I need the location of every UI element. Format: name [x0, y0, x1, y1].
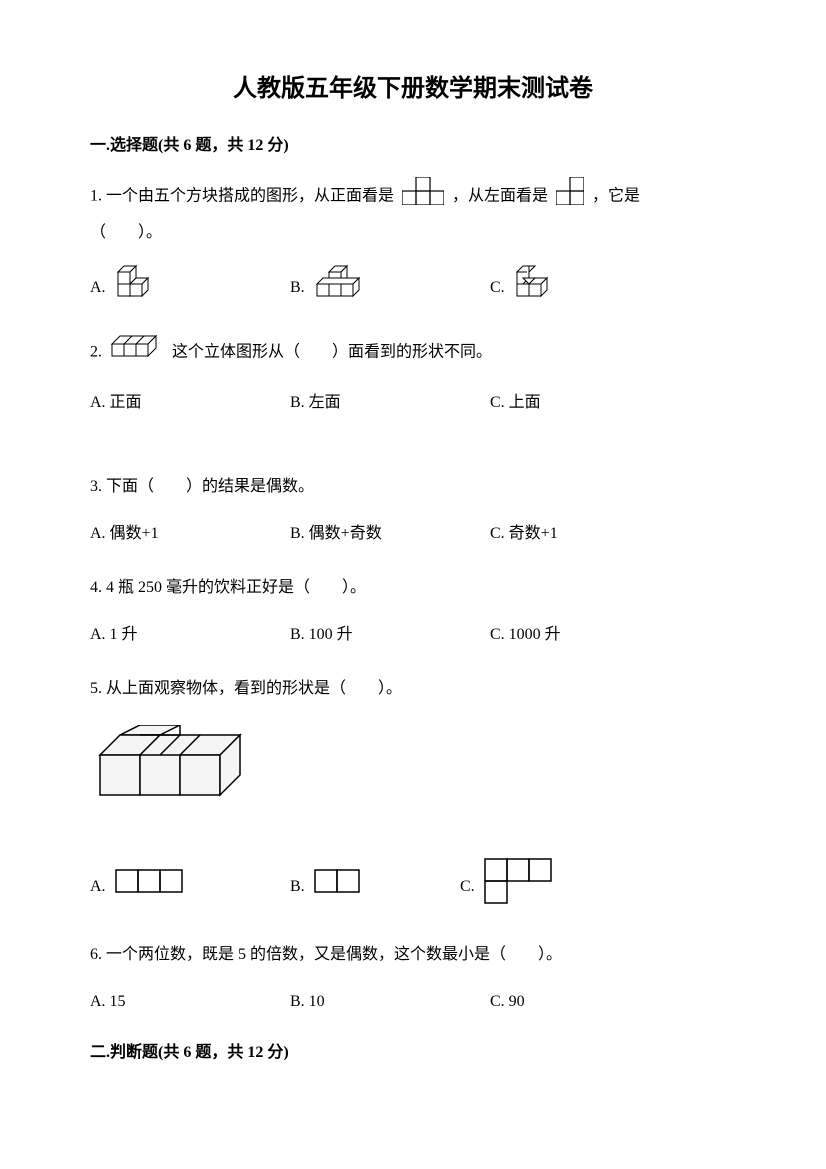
- q1-opt-c-label: C.: [490, 272, 505, 304]
- section2-header: 二.判断题(共 6 题，共 12 分): [90, 1040, 736, 1066]
- q1-opt-b-figure: [313, 264, 373, 312]
- question-5: 5. 从上面观察物体，看到的形状是（ ）。: [90, 673, 736, 917]
- q3-text: 3. 下面（ ）的结果是偶数。: [90, 471, 736, 503]
- q1-text-a: 1. 一个由五个方块搭成的图形，从正面看是: [90, 188, 394, 205]
- q4-opt-b: B. 100 升: [290, 619, 353, 651]
- q2-figure-icon: [110, 334, 164, 372]
- q3-opt-b: B. 偶数+奇数: [290, 518, 382, 550]
- question-4: 4. 4 瓶 250 毫升的饮料正好是（ ）。 A. 1 升 B. 100 升 …: [90, 572, 736, 651]
- q5-main-figure: [90, 725, 736, 827]
- question-2: 2. 这个立体图形从（ ）面看到的形状不同。 A. 正面 B. 左面 C. 上面: [90, 334, 736, 419]
- q5-opt-c-label: C.: [460, 871, 475, 903]
- q3-opt-c: C. 奇数+1: [490, 518, 558, 550]
- q2-text-b: 这个立体图形从（ ）面看到的形状不同。: [172, 344, 492, 361]
- q3-opt-a: A. 偶数+1: [90, 518, 159, 550]
- q1-opt-c-figure: [513, 264, 561, 312]
- q1-side-view-icon: [556, 177, 584, 217]
- q5-opt-b-label: B.: [290, 871, 305, 903]
- q5-opt-a-figure: [114, 868, 186, 906]
- page-title: 人教版五年级下册数学期末测试卷: [90, 70, 736, 108]
- question-1: 1. 一个由五个方块搭成的图形，从正面看是 ，从左面看是 ，它: [90, 177, 736, 312]
- q2-opt-a: A. 正面: [90, 387, 142, 419]
- q6-opt-a: A. 15: [90, 986, 126, 1018]
- q1-text-b: ，从左面看是: [452, 188, 548, 205]
- q1-text-d: （ ）。: [90, 217, 736, 249]
- q5-opt-c-figure: [483, 857, 555, 917]
- q1-opt-b-label: B.: [290, 272, 305, 304]
- q1-text-c: ，它是: [592, 188, 640, 205]
- q2-opt-b: B. 左面: [290, 387, 341, 419]
- q6-opt-c: C. 90: [490, 986, 525, 1018]
- question-6: 6. 一个两位数，既是 5 的倍数，又是偶数，这个数最小是（ ）。 A. 15 …: [90, 939, 736, 1018]
- q6-opt-b: B. 10: [290, 986, 325, 1018]
- q4-opt-c: C. 1000 升: [490, 619, 561, 651]
- q5-text: 5. 从上面观察物体，看到的形状是（ ）。: [90, 673, 736, 705]
- q1-opt-a-label: A.: [90, 272, 106, 304]
- q5-opt-b-figure: [313, 868, 363, 906]
- q2-text-a: 2.: [90, 344, 102, 361]
- q1-front-view-icon: [402, 177, 444, 217]
- q4-text: 4. 4 瓶 250 毫升的饮料正好是（ ）。: [90, 572, 736, 604]
- q2-opt-c: C. 上面: [490, 387, 541, 419]
- q4-opt-a: A. 1 升: [90, 619, 138, 651]
- q6-text: 6. 一个两位数，既是 5 的倍数，又是偶数，这个数最小是（ ）。: [90, 939, 736, 971]
- section1-header: 一.选择题(共 6 题，共 12 分): [90, 133, 736, 159]
- q5-opt-a-label: A.: [90, 871, 106, 903]
- q1-opt-a-figure: [114, 264, 162, 312]
- question-3: 3. 下面（ ）的结果是偶数。 A. 偶数+1 B. 偶数+奇数 C. 奇数+1: [90, 471, 736, 550]
